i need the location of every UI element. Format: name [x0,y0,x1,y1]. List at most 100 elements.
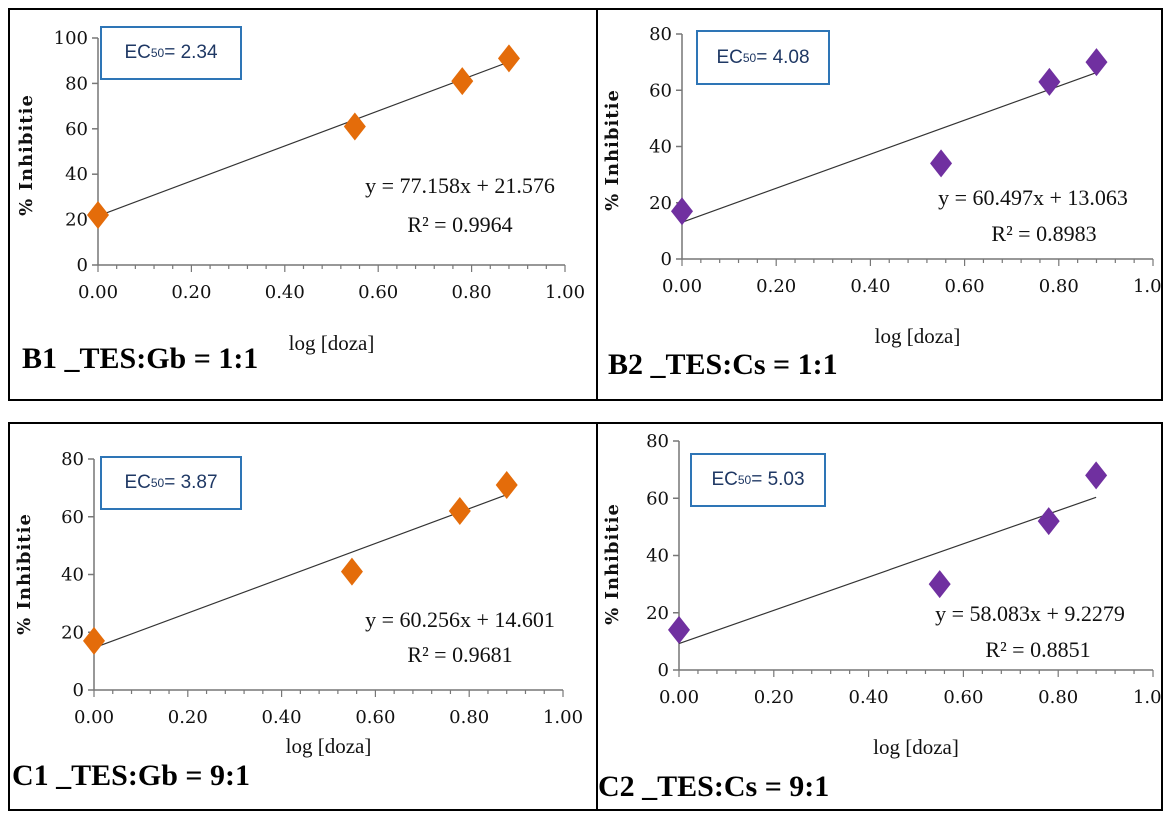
data-point [495,470,518,499]
x-tick-label: 0.00 [78,282,118,303]
x-tick-label: 0.60 [945,276,985,297]
y-tick-label: 0 [77,255,88,276]
chart-svg: 0 20 40 60 80 0.00 0.20 0.40 0.60 0.80 1.00 y = 60.… [602,24,1161,348]
chart-svg: 0 20 40 60 80 0.00 0.20 0.40 0.60 0.80 1.00 y = 60.… [14,449,583,758]
x-tick-label: 0.00 [662,276,702,297]
r-squared: R² = 0.9964 [407,212,512,237]
data-point [343,112,366,141]
panel-label: C1 _TES:Gb = 9:1 [12,759,250,792]
data-point [340,557,363,586]
ec50-box: EC 50 = 4.08 [696,30,830,85]
x-tick-label: 0.80 [1038,687,1078,708]
data-point [928,570,951,599]
data-point [1085,48,1108,77]
data-point [1037,507,1060,536]
x-tick-label: 1.00 [545,282,585,303]
trendline [681,71,1097,223]
data-point [1038,67,1061,96]
r-squared: R² = 0.8851 [985,637,1090,662]
y-tick-label: 40 [61,565,84,586]
y-tick-label: 20 [65,210,88,231]
data-point [671,197,693,226]
y-tick-label: 80 [649,24,672,45]
chart-panel-b2: 0 20 40 60 80 0.00 0.20 0.40 0.60 0.80 1.00 y = 60.… [596,8,1163,401]
chart-panel-c1: 0 20 40 60 80 0.00 0.20 0.40 0.60 0.80 1.00 y = 60.… [8,422,598,811]
y-tick-label: 60 [646,488,669,509]
x-tick-label: 0.40 [262,707,302,728]
trendline [97,61,510,217]
x-tick-label: 0.80 [449,707,489,728]
y-tick-label: 20 [649,193,672,214]
x-tick-label: 0.20 [756,276,796,297]
x-tick-label: 0.00 [659,687,699,708]
data-point [448,496,471,525]
y-tick-label: 80 [61,449,84,470]
ec50-subscript: 50 [737,473,752,487]
panel-label: B1 _TES:Gb = 1:1 [22,342,259,375]
y-tick-label: 40 [646,546,669,567]
ec50-subscript: 50 [150,476,165,490]
regression-equation: y = 60.256x + 14.601 [365,607,555,632]
x-tick-label: 0.40 [850,276,890,297]
data-point [668,615,690,644]
data-point [497,44,520,73]
y-tick-label: 40 [65,164,88,185]
x-tick-label: 1.00 [1133,276,1161,297]
x-tick-label: 0.60 [943,687,983,708]
y-tick-label: 20 [61,622,84,643]
y-tick-label: 40 [649,137,672,158]
chart-panel-b1: 0 20 40 60 80 100 0.00 0.20 0.40 0.60 0.80 1.00 y = … [8,8,598,401]
panel-label: C2 _TES:Cs = 9:1 [598,770,830,803]
x-axis-title: log [doza] [873,735,959,759]
y-axis-title: % Inhibitie [602,89,623,211]
y-tick-label: 60 [649,80,672,101]
x-tick-label: 0.00 [74,707,114,728]
y-tick-label: 20 [646,603,669,624]
y-axis-title: % Inhibitie [16,94,37,216]
y-tick-label: 100 [54,28,88,49]
chart-svg: 0 20 40 60 80 0.00 0.20 0.40 0.60 0.80 1.00 y = 58.… [602,431,1161,759]
ec50-prefix: EC [124,42,151,63]
x-axis-title: log [doza] [875,324,961,348]
data-point [451,67,474,96]
trendline [678,496,1097,645]
data-point [87,201,109,230]
regression-equation: y = 77.158x + 21.576 [365,173,555,198]
chart-svg: 0 20 40 60 80 100 0.00 0.20 0.40 0.60 0.80 1.00 y = … [16,28,585,355]
r-squared: R² = 0.8983 [991,221,1096,246]
y-tick-label: 0 [73,680,84,701]
ec50-value: = 3.87 [164,472,218,493]
data-point [930,149,953,178]
y-axis-title: % Inhibitie [14,513,35,635]
ec50-prefix: EC [124,472,151,493]
x-tick-label: 0.80 [452,282,492,303]
y-tick-label: 60 [65,119,88,140]
x-tick-label: 0.20 [168,707,208,728]
ec50-prefix: EC [711,469,738,490]
ec50-box: EC 50 = 2.34 [100,26,242,80]
ec50-subscript: 50 [742,50,757,65]
y-tick-label: 0 [658,660,669,681]
x-axis-title: log [doza] [286,734,372,758]
ec50-value: = 2.34 [164,42,218,63]
x-tick-label: 1.00 [543,707,583,728]
y-tick-label: 80 [646,431,669,452]
ec50-value: = 5.03 [751,469,805,490]
y-tick-label: 80 [65,73,88,94]
ec50-subscript: 50 [150,46,165,60]
x-tick-label: 0.40 [265,282,305,303]
y-axis-title: % Inhibitie [602,503,623,625]
x-tick-label: 0.40 [849,687,889,708]
data-point [83,626,105,655]
regression-equation: y = 58.083x + 9.2279 [935,601,1125,626]
ec50-prefix: EC [716,46,743,68]
x-tick-label: 0.60 [358,282,398,303]
y-tick-label: 60 [61,507,84,528]
data-point [1085,461,1108,490]
regression-equation: y = 60.497x + 13.063 [938,185,1128,210]
ec50-box: EC 50 = 3.87 [100,456,242,510]
ec50-value: = 4.08 [756,46,810,68]
x-tick-label: 0.60 [355,707,395,728]
panel-label: B2 _TES:Cs = 1:1 [608,348,838,381]
x-axis-title: log [doza] [289,331,375,355]
